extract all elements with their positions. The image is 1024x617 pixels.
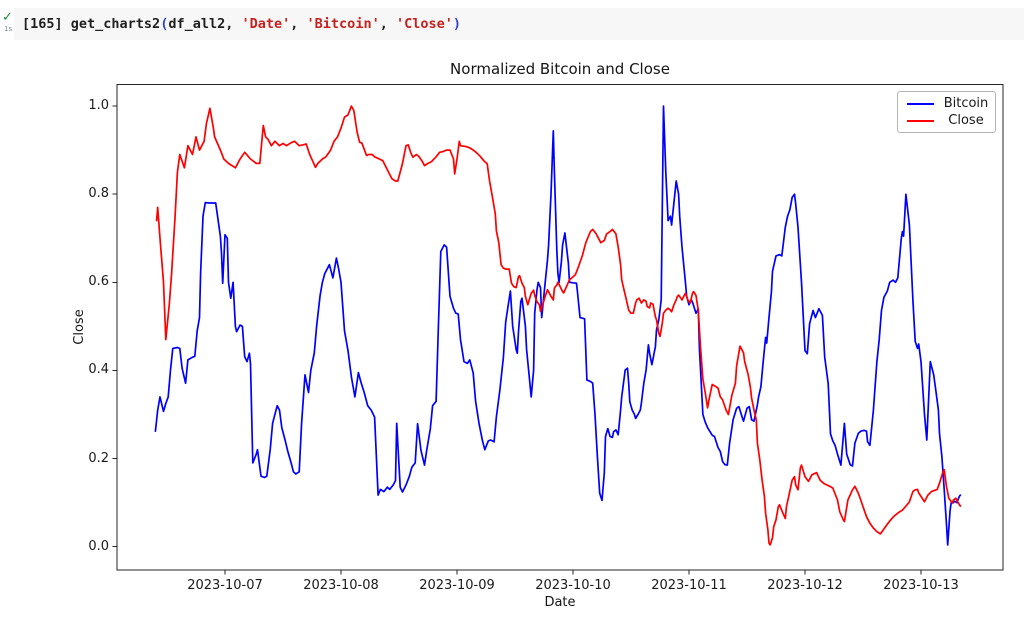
x-tick-label: 2023-10-07 <box>187 578 263 593</box>
bitcoin-line-swatch <box>907 102 934 105</box>
code-token: , <box>225 16 242 32</box>
success-check-icon: ✓ <box>2 10 13 25</box>
y-tick-label: 1.0 <box>88 98 109 114</box>
code-cell[interactable]: [165] get_charts2(df_all2, 'Date', 'Bitc… <box>14 8 1024 40</box>
chart-title: Normalized Bitcoin and Close <box>450 60 670 78</box>
legend-item-bitcoin: Bitcoin <box>907 96 989 111</box>
y-axis-label: Close <box>72 309 87 345</box>
code-token: get_charts2 <box>70 16 161 32</box>
code-token: [165] <box>22 16 71 32</box>
code-token: 'Bitcoin' <box>306 16 380 32</box>
close-line-swatch <box>907 119 934 122</box>
code-text: [165] get_charts2(df_all2, 'Date', 'Bitc… <box>22 8 461 40</box>
x-tick-label: 2023-10-11 <box>651 578 727 593</box>
bitcoin-line <box>154 105 962 546</box>
x-tick-label: 2023-10-10 <box>535 578 611 593</box>
y-tick-label: 0.6 <box>88 274 109 290</box>
execution-duration: 1s <box>4 25 13 33</box>
legend-label-close: Close <box>948 113 984 128</box>
y-tick-label: 0.0 <box>88 538 109 554</box>
close-line <box>155 105 962 546</box>
code-token: , <box>379 16 396 32</box>
y-tick-label: 0.4 <box>88 362 109 378</box>
x-tick-label: 2023-10-13 <box>883 578 959 593</box>
y-tick-label: 0.8 <box>88 186 109 202</box>
x-axis-label: Date <box>544 595 576 610</box>
plot-frame <box>116 84 1004 571</box>
code-token: ( <box>160 16 169 32</box>
legend[interactable]: Bitcoin Close <box>897 91 996 133</box>
code-token: df_all2 <box>168 16 226 32</box>
code-token: , <box>290 16 307 32</box>
code-token: ) <box>452 16 462 32</box>
x-tick-label: 2023-10-08 <box>303 578 379 593</box>
code-token: 'Date' <box>241 16 291 32</box>
cell-run-status[interactable]: ✓ 1s <box>1 11 15 37</box>
legend-item-close: Close <box>907 113 989 128</box>
legend-label-bitcoin: Bitcoin <box>943 96 989 111</box>
x-tick-label: 2023-10-09 <box>419 578 495 593</box>
x-tick-label: 2023-10-12 <box>767 578 843 593</box>
y-tick-label: 0.2 <box>88 450 109 466</box>
code-token: 'Close' <box>395 16 453 32</box>
